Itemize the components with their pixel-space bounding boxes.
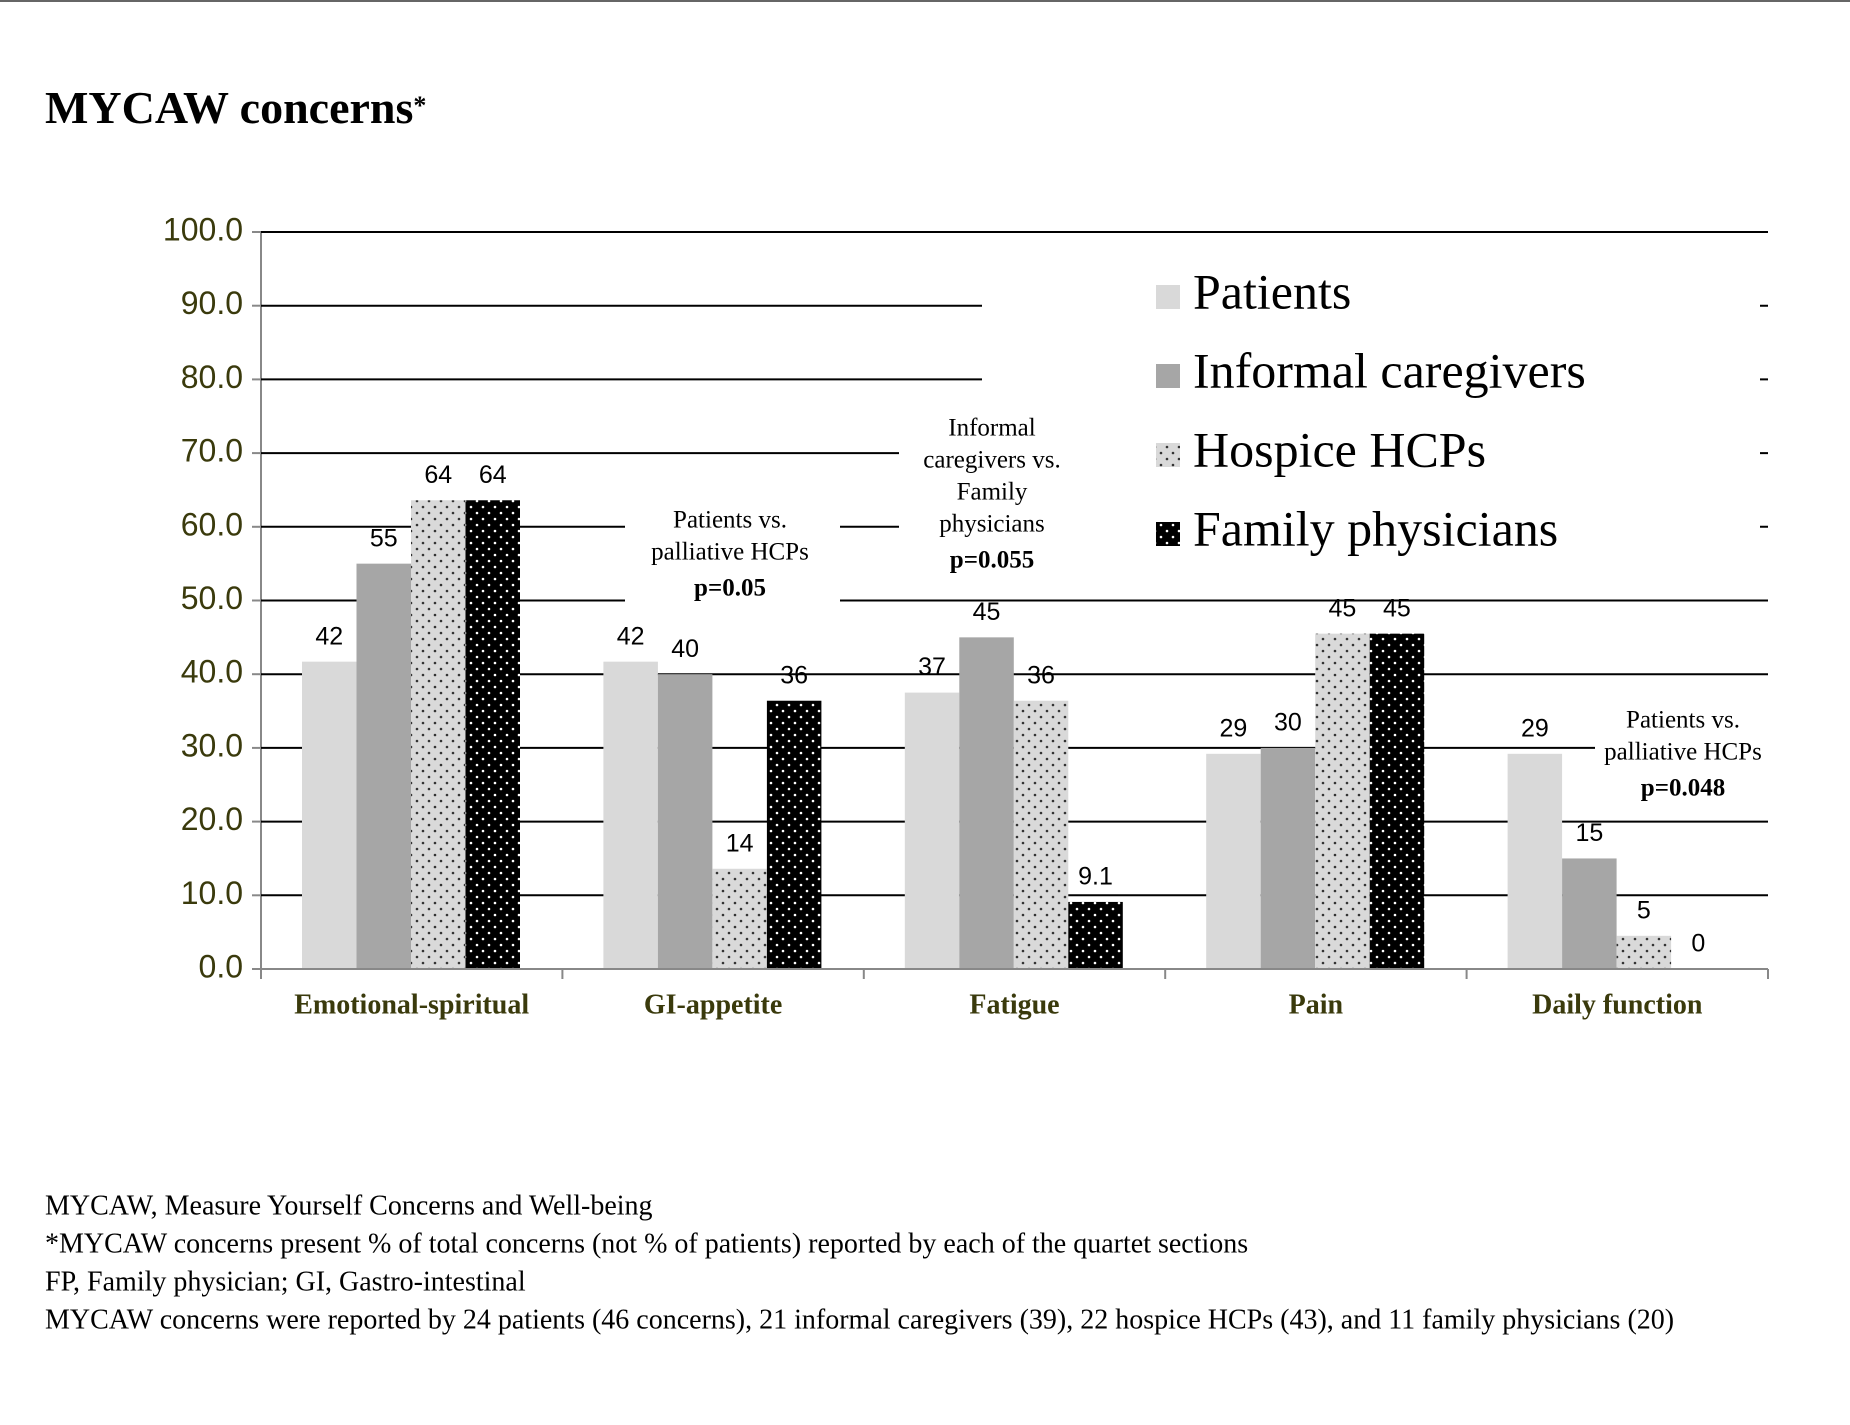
title-marker: * — [413, 91, 426, 120]
y-tick-label: 20.0 — [181, 801, 243, 837]
bar — [1315, 633, 1370, 969]
legend-background — [982, 245, 1760, 570]
value-label: 30 — [1274, 709, 1302, 737]
value-label: 5 — [1637, 896, 1651, 924]
value-label: 0 — [1691, 930, 1705, 958]
annotation-line: Family — [957, 479, 1028, 506]
x-tick-label: Daily function — [1532, 989, 1703, 1020]
value-label: 36 — [1027, 661, 1055, 689]
value-label: 29 — [1220, 714, 1248, 742]
x-tick-label: Fatigue — [969, 989, 1059, 1020]
value-label: 29 — [1521, 714, 1549, 742]
annotation-line: Patients vs. — [1626, 707, 1740, 734]
legend-swatch — [1156, 522, 1180, 546]
value-label: 64 — [424, 461, 452, 489]
y-tick-label: 70.0 — [181, 433, 243, 469]
bar — [959, 637, 1014, 969]
bar — [1616, 935, 1672, 969]
annotation-p: p=0.05 — [694, 575, 766, 602]
annotation-line: Informal — [948, 415, 1036, 442]
x-tick-label: Emotional-spiritual — [294, 989, 529, 1020]
annotation-p: p=0.055 — [950, 547, 1034, 574]
value-label: 36 — [780, 661, 808, 689]
footnote: MYCAW concerns were reported by 24 patie… — [45, 1304, 1674, 1335]
footnote: FP, Family physician; GI, Gastro-intesti… — [45, 1266, 526, 1297]
annotation-line: caregivers vs. — [923, 447, 1060, 474]
y-tick-label: 50.0 — [181, 580, 243, 616]
annotation-line: palliative HCPs — [1604, 739, 1762, 766]
y-tick-label: 40.0 — [181, 654, 243, 690]
value-label: 55 — [370, 524, 398, 552]
legend-swatch — [1156, 364, 1180, 388]
value-label: 14 — [726, 829, 754, 857]
annotation-p: p=0.048 — [1641, 775, 1725, 802]
legend-label: Hospice HCPs — [1193, 421, 1486, 477]
bar — [1013, 700, 1069, 969]
y-tick-label: 10.0 — [181, 875, 243, 911]
y-tick-label: 60.0 — [181, 506, 243, 542]
bar — [904, 692, 960, 969]
value-label: 42 — [315, 622, 343, 650]
annotation-line: Patients vs. — [673, 507, 787, 534]
bar — [766, 700, 822, 969]
annotation-background — [1595, 703, 1770, 808]
bar — [603, 661, 658, 969]
bar — [712, 868, 767, 969]
footnote: *MYCAW concerns present % of total conce… — [45, 1228, 1248, 1259]
y-tick-label: 100.0 — [163, 211, 243, 247]
value-label: 45 — [973, 598, 1001, 626]
bar — [1369, 633, 1425, 969]
value-label: 37 — [918, 653, 946, 681]
legend-swatch — [1156, 285, 1180, 309]
title-text: MYCAW concerns — [45, 82, 413, 133]
value-label: 40 — [671, 635, 699, 663]
x-tick-label: GI-appetite — [644, 989, 782, 1020]
legend-label: Informal caregivers — [1193, 342, 1586, 398]
bar — [411, 500, 466, 969]
y-tick-label: 0.0 — [199, 948, 243, 984]
bar — [465, 500, 520, 969]
bar — [356, 563, 411, 969]
x-tick-label: Pain — [1289, 989, 1344, 1020]
value-label: 45 — [1329, 594, 1357, 622]
bar — [1068, 901, 1123, 969]
bar — [1206, 753, 1261, 969]
legend-swatch — [1156, 443, 1180, 467]
y-tick-label: 30.0 — [181, 727, 243, 763]
bar — [1260, 747, 1316, 969]
annotation-line: palliative HCPs — [651, 539, 809, 566]
y-tick-label: 90.0 — [181, 285, 243, 321]
footnote: MYCAW, Measure Yourself Concerns and Wel… — [45, 1190, 653, 1221]
bar — [657, 674, 713, 969]
bar — [1507, 753, 1563, 969]
value-label: 64 — [479, 461, 507, 489]
bar — [1562, 858, 1617, 969]
annotation-background — [625, 502, 840, 608]
value-label: 45 — [1383, 594, 1411, 622]
value-label: 9.1 — [1078, 863, 1113, 891]
value-label: 42 — [617, 622, 645, 650]
legend-label: Patients — [1193, 263, 1351, 319]
chart-title: MYCAW concerns* — [45, 82, 426, 133]
value-label: 15 — [1575, 819, 1603, 847]
y-tick-label: 80.0 — [181, 359, 243, 395]
legend-label: Family physicians — [1193, 500, 1558, 556]
bar — [302, 661, 357, 969]
annotation-line: physicians — [939, 511, 1045, 538]
